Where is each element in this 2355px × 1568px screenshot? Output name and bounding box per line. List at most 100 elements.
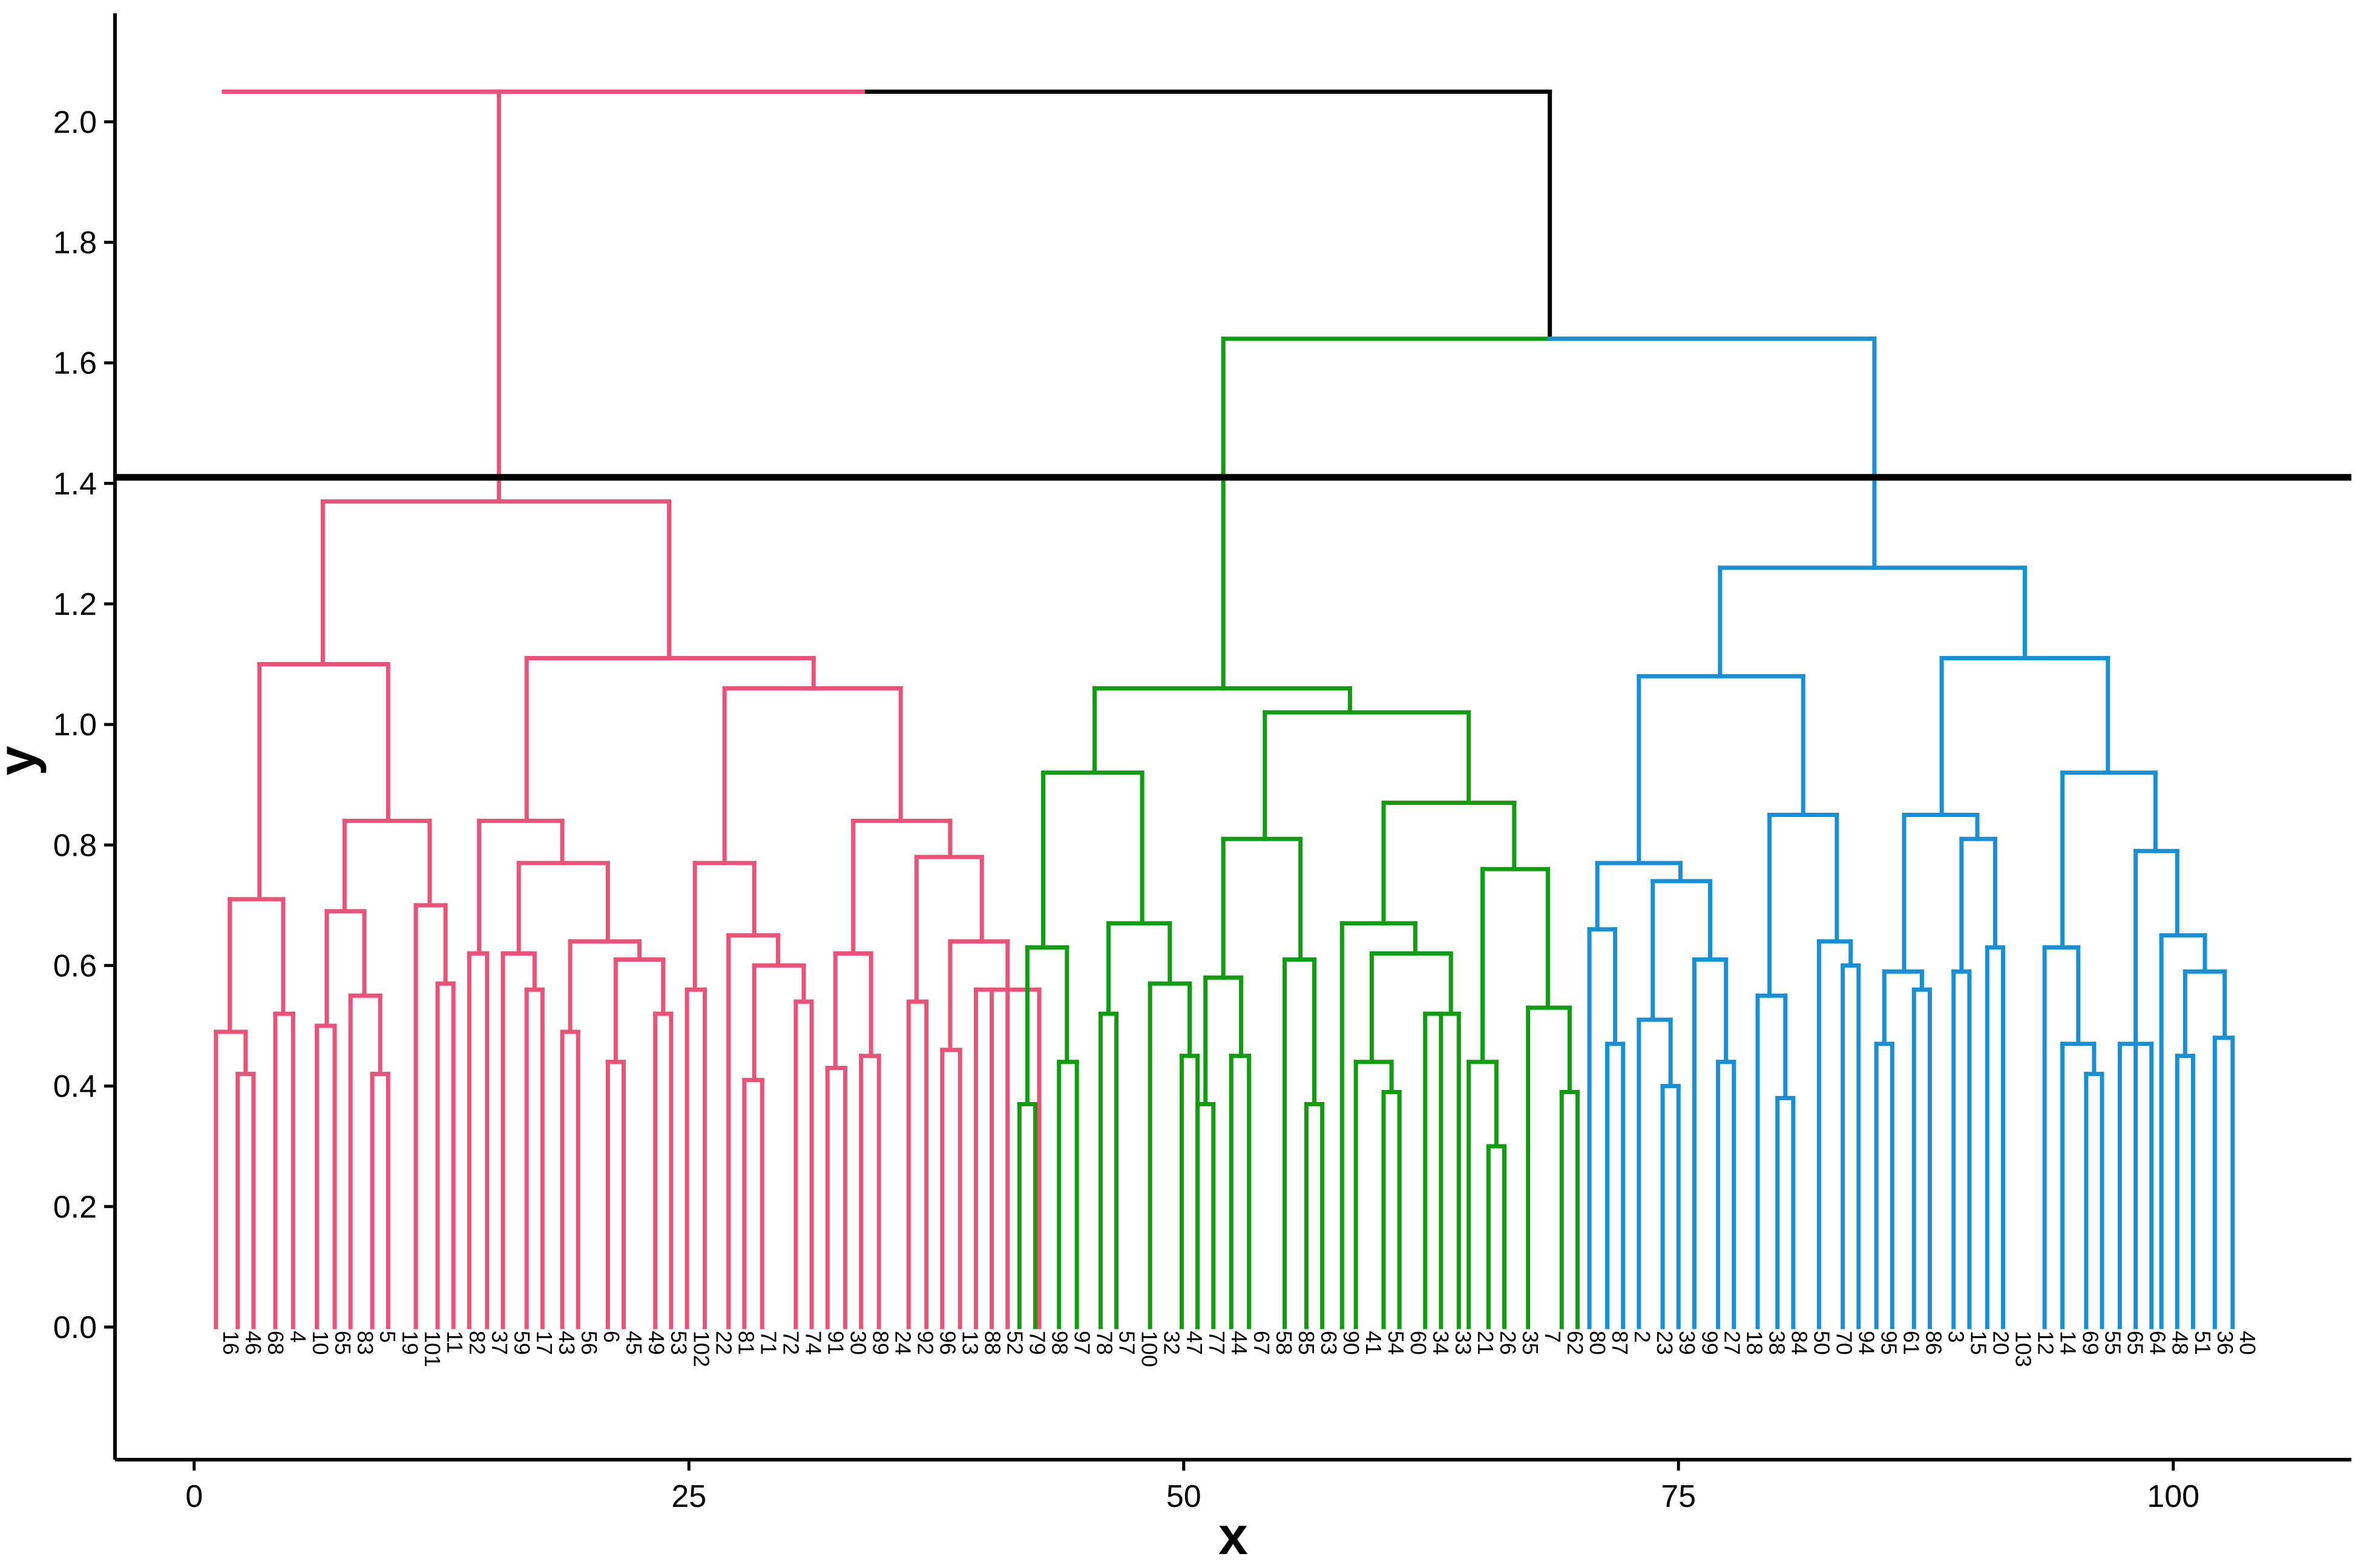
leaf-label-40: 57 xyxy=(1115,1331,1140,1355)
leaf-label-53: 60 xyxy=(1406,1331,1431,1355)
y-tick-label-8: 1.6 xyxy=(53,346,97,381)
leaf-label-59: 7 xyxy=(1540,1331,1565,1343)
y-axis-ticks: 0.0 0.2 0.4 0.6 0.8 1.0 1.2 1.4 1.6 1.8 2.0 xyxy=(53,105,115,1345)
leaf-label-82: 14 xyxy=(2056,1331,2081,1355)
leaf-label-7: 5 xyxy=(375,1331,400,1343)
leaf-label-35: 52 xyxy=(1003,1331,1028,1355)
x-axis-title: x xyxy=(1218,1506,1248,1565)
leaf-label-24: 71 xyxy=(756,1331,781,1355)
leaf-label-19: 49 xyxy=(644,1331,669,1355)
x-tick-label-1: 25 xyxy=(671,1479,706,1514)
y-tick-label-7: 1.4 xyxy=(53,467,97,502)
y-tick-label-5: 1.0 xyxy=(53,707,97,743)
leaf-label-85: 65 xyxy=(2123,1331,2148,1355)
dendrogram-branches xyxy=(214,89,2235,1330)
leaf-label-62: 87 xyxy=(1608,1331,1632,1355)
leaf-label-25: 72 xyxy=(778,1331,803,1355)
leaf-label-43: 47 xyxy=(1182,1331,1207,1355)
leaf-label-18: 45 xyxy=(622,1331,646,1355)
y-tick-label-0: 0.0 xyxy=(53,1310,97,1345)
leaf-label-28: 30 xyxy=(846,1331,870,1355)
leaf-label-2: 68 xyxy=(263,1331,288,1355)
leaf-label-83: 69 xyxy=(2078,1331,2103,1355)
leaf-label-37: 98 xyxy=(1048,1331,1072,1355)
leaf-label-74: 95 xyxy=(1876,1331,1901,1355)
leaf-label-45: 44 xyxy=(1227,1331,1252,1355)
leaf-label-90: 40 xyxy=(2235,1331,2260,1355)
leaf-label-75: 61 xyxy=(1899,1331,1923,1355)
leaf-label-86: 64 xyxy=(2146,1331,2170,1355)
leaf-label-38: 97 xyxy=(1070,1331,1095,1355)
x-tick-label-2: 50 xyxy=(1166,1479,1201,1514)
leaf-label-50: 90 xyxy=(1339,1331,1364,1355)
y-tick-label-3: 0.6 xyxy=(53,948,97,983)
x-tick-label-0: 0 xyxy=(185,1479,203,1514)
x-tick-label-4: 100 xyxy=(2147,1479,2199,1514)
leaf-label-0: 16 xyxy=(218,1331,243,1355)
leaf-label-44: 77 xyxy=(1204,1331,1229,1355)
y-axis-title: y xyxy=(0,746,47,775)
leaf-label-47: 58 xyxy=(1272,1331,1296,1355)
leaf-label-69: 38 xyxy=(1764,1331,1789,1355)
leaf-label-72: 70 xyxy=(1831,1331,1856,1355)
leaf-label-64: 23 xyxy=(1652,1331,1677,1355)
leaf-label-39: 78 xyxy=(1092,1331,1117,1355)
leaf-label-22: 22 xyxy=(711,1331,736,1355)
leaf-label-67: 27 xyxy=(1719,1331,1744,1355)
leaf-label-52: 54 xyxy=(1384,1331,1408,1355)
leaf-label-1: 46 xyxy=(241,1331,266,1355)
leaf-label-79: 20 xyxy=(1989,1331,2014,1355)
leaf-label-66: 99 xyxy=(1697,1331,1722,1355)
y-tick-label-9: 1.8 xyxy=(53,225,97,260)
leaf-label-16: 56 xyxy=(577,1331,602,1355)
leaf-label-68: 18 xyxy=(1742,1331,1767,1355)
leaf-label-42: 32 xyxy=(1160,1331,1184,1355)
leaf-label-81: 12 xyxy=(2034,1331,2058,1355)
leaf-label-13: 59 xyxy=(510,1331,534,1355)
leaf-label-17: 6 xyxy=(599,1331,624,1343)
leaf-label-87: 48 xyxy=(2168,1331,2193,1355)
leaf-label-9: 101 xyxy=(420,1331,445,1367)
leaf-label-27: 91 xyxy=(823,1331,848,1355)
leaf-label-63: 2 xyxy=(1630,1331,1655,1343)
leaf-label-76: 86 xyxy=(1921,1331,1946,1355)
leaf-label-80: 103 xyxy=(2011,1331,2036,1367)
leaf-label-32: 96 xyxy=(935,1331,960,1355)
leaf-label-56: 21 xyxy=(1473,1331,1498,1355)
leaf-label-34: 88 xyxy=(980,1331,1005,1355)
leaf-label-77: 3 xyxy=(1944,1331,1969,1343)
leaf-label-8: 19 xyxy=(398,1331,422,1355)
leaf-label-14: 17 xyxy=(532,1331,557,1355)
leaf-label-55: 33 xyxy=(1451,1331,1476,1355)
leaf-label-57: 26 xyxy=(1496,1331,1520,1355)
leaf-labels: 1646684106583519101118237591743566454953… xyxy=(218,1331,2260,1367)
y-tick-label-4: 0.8 xyxy=(53,828,97,863)
x-tick-label-3: 75 xyxy=(1661,1479,1696,1514)
leaf-label-5: 65 xyxy=(330,1331,355,1355)
leaf-label-11: 82 xyxy=(465,1331,490,1355)
leaf-label-29: 89 xyxy=(868,1331,893,1355)
leaf-label-3: 4 xyxy=(286,1331,310,1343)
leaf-label-60: 62 xyxy=(1563,1331,1588,1355)
leaf-label-84: 55 xyxy=(2101,1331,2126,1355)
leaf-label-10: 11 xyxy=(442,1331,467,1353)
y-tick-label-2: 0.4 xyxy=(53,1069,97,1104)
leaf-label-12: 37 xyxy=(487,1331,512,1355)
leaf-label-6: 83 xyxy=(353,1331,378,1355)
leaf-label-33: 13 xyxy=(958,1331,983,1355)
leaf-label-78: 15 xyxy=(1966,1331,1991,1355)
leaf-label-61: 80 xyxy=(1585,1331,1610,1355)
y-tick-label-10: 2.0 xyxy=(53,105,97,140)
leaf-label-58: 35 xyxy=(1518,1331,1543,1355)
leaf-label-65: 39 xyxy=(1675,1331,1700,1355)
leaf-label-30: 24 xyxy=(890,1331,915,1355)
y-tick-label-6: 1.2 xyxy=(53,587,97,622)
leaf-label-71: 50 xyxy=(1809,1331,1834,1355)
axes: 0.00.20.40.60.81.01.21.41.61.82.0 0 25 50 7… xyxy=(53,13,2351,1514)
leaf-label-51: 41 xyxy=(1361,1331,1386,1355)
leaf-label-15: 43 xyxy=(554,1331,579,1355)
leaf-label-36: 79 xyxy=(1025,1331,1050,1355)
leaf-label-23: 81 xyxy=(734,1331,758,1355)
leaf-label-41: 100 xyxy=(1137,1331,1162,1367)
